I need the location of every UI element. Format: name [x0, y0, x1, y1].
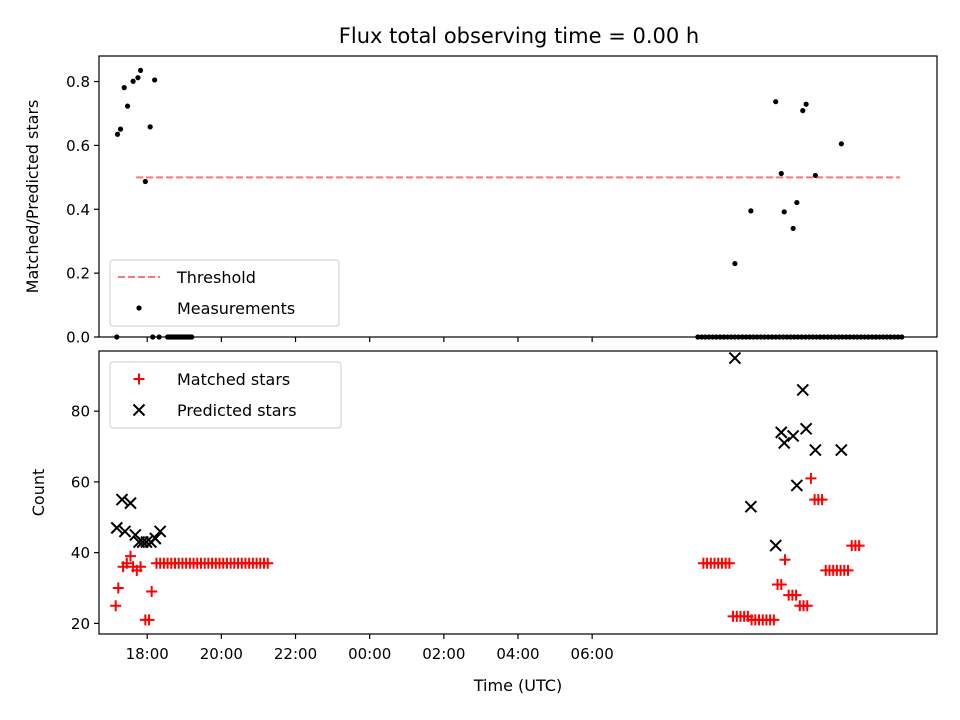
matched-star-point: [143, 614, 155, 626]
matched-star-point: [146, 586, 158, 598]
count-x-tick-label: 02:00: [422, 645, 465, 663]
measurement-point: [121, 85, 127, 91]
ratio-y-tick-label: 0.2: [66, 265, 90, 283]
ratio-y-axis: 0.0 0.2 0.4 0.6 0.8: [66, 73, 99, 347]
predicted-star-point: [728, 351, 742, 365]
x-axis-label: Time (UTC): [473, 676, 562, 695]
measurement-point: [773, 99, 779, 105]
matched-star-point: [768, 614, 780, 626]
matched-star-point: [816, 494, 828, 506]
predicted-star-point: [835, 443, 848, 457]
ratio-y-tick-label: 0.0: [66, 329, 90, 347]
matched-star-point: [790, 589, 802, 601]
matched-star-point: [723, 557, 735, 569]
measurement-point: [152, 77, 158, 83]
matched-star-point: [805, 472, 817, 484]
legend-predicted-swatch: [132, 403, 146, 417]
measurement-point: [130, 78, 136, 84]
matched-star-point: [853, 540, 865, 552]
predicted-star-point: [118, 525, 132, 538]
matched-star-point: [842, 564, 854, 576]
count-y-tick-label: 40: [71, 544, 90, 562]
ratio-legend-box: [109, 259, 340, 327]
measurement-point: [137, 67, 144, 73]
measurement-point: [794, 199, 800, 206]
predicted-star-point: [149, 532, 162, 545]
count-y-axis-label: Count: [29, 469, 48, 517]
predicted-star-point: [790, 479, 804, 492]
measurement-point: [748, 208, 754, 214]
predicted-star-point: [769, 539, 782, 552]
ratio-y-tick-label: 0.6: [66, 137, 90, 155]
measurement-point: [135, 75, 141, 81]
measurement-point: [142, 178, 148, 185]
ratio-y-tick-label: 0.4: [66, 201, 90, 219]
measurement-point: [800, 108, 806, 114]
legend-matched-swatch: [133, 373, 145, 385]
count-x-tick-label: 18:00: [126, 645, 169, 663]
predicted-star-point: [775, 426, 788, 439]
matched-star-point: [262, 557, 274, 569]
count-x-tick-label: 20:00: [200, 645, 243, 663]
measurement-point: [781, 209, 787, 215]
matched-star-point: [125, 550, 137, 562]
legend-threshold-label: Threshold: [176, 268, 256, 287]
predicted-star-point: [744, 500, 758, 513]
count-y-axis: 20 40 60 80: [71, 403, 99, 633]
count-y-tick-label: 80: [71, 403, 90, 421]
ratio-panel: 0.00.20.40.60.8 Matched/Predicted stars …: [23, 55, 938, 347]
measurement-point: [732, 260, 738, 267]
count-x-tick-label: 22:00: [274, 645, 317, 663]
predicted-star-point: [153, 525, 167, 538]
legend-predicted-label: Predicted stars: [177, 401, 297, 420]
predicted-star-point: [778, 436, 791, 450]
matched-star-point: [121, 557, 133, 569]
predicted-star-point: [796, 383, 809, 397]
legend-measurements-label: Measurements: [177, 299, 295, 318]
count-y-tick-label: 20: [71, 615, 90, 633]
ratio-legend: Threshold Measurements: [109, 259, 340, 327]
predicted-star-point: [799, 422, 813, 436]
count-legend: Matched stars Predicted stars: [109, 361, 342, 429]
predicted-star-point: [809, 443, 822, 457]
count-x-tick-label: 00:00: [348, 645, 391, 663]
measurement-point: [812, 172, 818, 179]
measurement-point: [117, 126, 124, 132]
count-plot-area: [110, 351, 865, 626]
count-y-tick-label: 60: [71, 473, 90, 491]
predicted-star-point: [115, 493, 129, 506]
legend-matched-label: Matched stars: [177, 370, 290, 389]
measurement-point: [790, 225, 796, 232]
measurement-point: [147, 124, 153, 130]
ratio-y-tick-label: 0.8: [66, 73, 90, 91]
measurement-point: [114, 131, 121, 137]
count-panel: 20 40 60 80 18:00 20:00 22:00 00:00 02:00 04:00 0…: [29, 350, 938, 663]
matched-star-point: [801, 600, 813, 612]
count-x-axis: 18:00 20:00 22:00 00:00 02:00 04:00 06:00: [126, 634, 614, 663]
legend-measurements-swatch: [136, 305, 142, 311]
ratio-x-axis: [146, 337, 593, 342]
chart-title: Flux total observing time = 0.00 h: [339, 24, 699, 48]
predicted-star-point: [124, 496, 137, 510]
measurement-point: [124, 103, 131, 109]
measurement-point: [838, 141, 844, 147]
matched-star-point: [775, 578, 787, 590]
count-x-tick-label: 04:00: [496, 645, 539, 663]
measurement-point: [803, 101, 809, 107]
predicted-star-point: [140, 535, 153, 549]
matched-star-point: [112, 582, 124, 594]
predicted-star-point: [786, 429, 800, 443]
count-x-tick-label: 06:00: [571, 645, 614, 663]
count-legend-box: [109, 361, 342, 429]
matched-star-point: [779, 554, 791, 566]
matched-star-point: [135, 561, 147, 573]
matched-star-point: [110, 600, 122, 612]
ratio-y-axis-label: Matched/Predicted stars: [23, 100, 42, 294]
predicted-star-point: [110, 521, 124, 535]
measurement-point: [778, 170, 784, 177]
